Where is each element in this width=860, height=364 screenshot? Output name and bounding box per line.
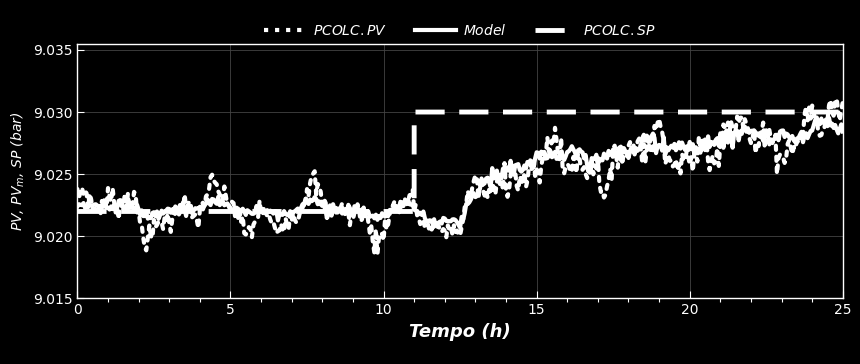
Y-axis label: PV, PV$_{m}$, SP (bar): PV, PV$_{m}$, SP (bar)	[10, 111, 28, 231]
Model	[455, 225, 465, 230]
PCOLC.PV	[294, 213, 304, 217]
PCOLC.PV	[567, 170, 577, 174]
PCOLC.PV	[576, 166, 587, 170]
Model	[294, 207, 304, 212]
PCOLC.SP	[838, 110, 848, 114]
Model	[576, 149, 587, 154]
PCOLC.PV	[351, 209, 361, 214]
PCOLC.SP	[72, 209, 83, 214]
PCOLC.PV	[372, 252, 383, 257]
PCOLC.PV	[708, 154, 718, 158]
PCOLC.PV	[832, 97, 842, 101]
Line: Model: Model	[77, 118, 843, 228]
Line: PCOLC.SP: PCOLC.SP	[77, 112, 843, 211]
Model	[72, 205, 83, 209]
Model	[838, 129, 848, 134]
X-axis label: Tempo (h): Tempo (h)	[409, 323, 511, 341]
Model	[262, 208, 273, 212]
PCOLC.SP	[409, 110, 420, 114]
Model	[351, 204, 361, 209]
PCOLC.PV	[262, 214, 273, 218]
Line: PCOLC.PV: PCOLC.PV	[77, 99, 843, 254]
Legend: $\it{PCOLC.PV}$, $\it{Model}$, $\it{PCOLC.SP}$: $\it{PCOLC.PV}$, $\it{Model}$, $\it{PCOL…	[259, 17, 661, 44]
PCOLC.SP	[409, 209, 420, 214]
Model	[812, 115, 822, 120]
Model	[708, 141, 718, 145]
PCOLC.PV	[72, 187, 83, 191]
PCOLC.PV	[838, 100, 848, 104]
Model	[567, 144, 577, 149]
